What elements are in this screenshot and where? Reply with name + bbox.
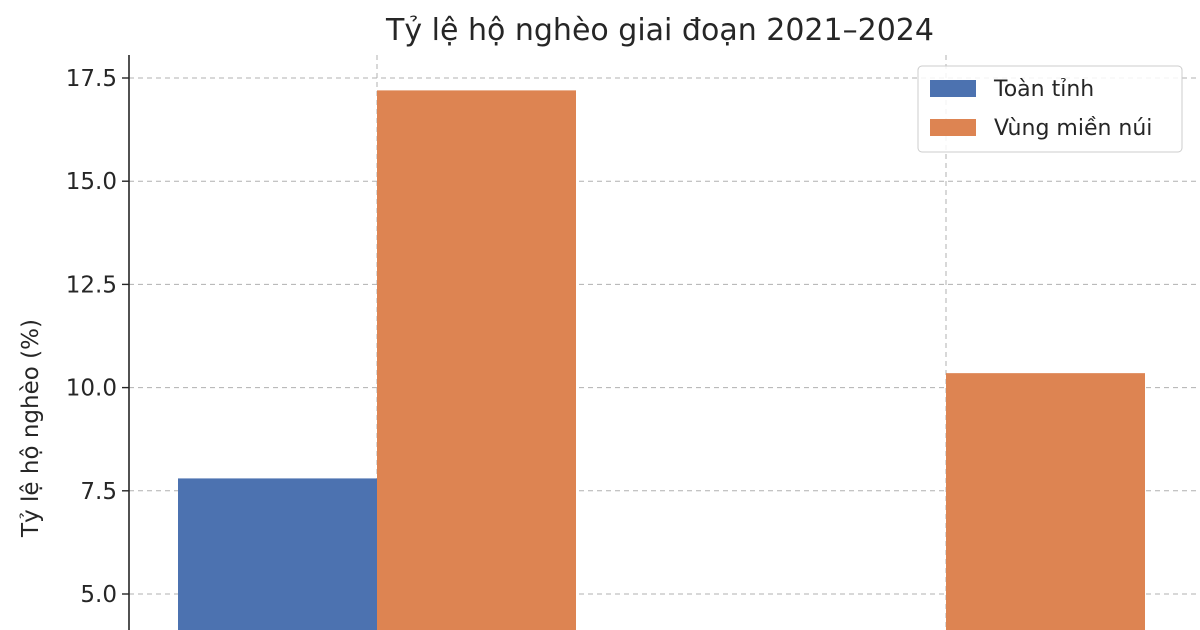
legend-label-toan-tinh: Toàn tỉnh — [993, 77, 1094, 102]
legend: Toàn tỉnh Vùng miền núi — [917, 65, 1183, 153]
y-tick-label-2: 10.0 — [66, 376, 117, 402]
bar-toàn-tỉnh-2021 — [178, 478, 377, 630]
legend-frame — [917, 65, 1183, 153]
y-tick-label-3: 12.5 — [66, 272, 117, 298]
legend-swatch-toan-tinh — [930, 80, 976, 97]
chart-title: Tỷ lệ hộ nghèo giai đoạn 2021–2024 — [385, 13, 934, 48]
legend-swatch-vung-mien-nui — [930, 119, 976, 136]
legend-label-vung-mien-nui: Vùng miền núi — [994, 116, 1152, 141]
bars — [178, 90, 1145, 630]
bar-vùng-miền-núi-2021 — [377, 90, 576, 630]
bar-vùng-miền-núi-2024 — [946, 373, 1145, 630]
y-axis: 5.0 7.5 10.0 12.5 15.0 17.5 — [66, 55, 130, 630]
y-tick-label-5: 17.5 — [66, 66, 117, 92]
y-tick-label-0: 5.0 — [80, 582, 117, 608]
y-tick-label-4: 15.0 — [66, 169, 117, 195]
y-axis-label: Tỷ lệ hộ nghèo (%) — [18, 319, 44, 538]
y-tick-label-1: 7.5 — [80, 479, 117, 505]
